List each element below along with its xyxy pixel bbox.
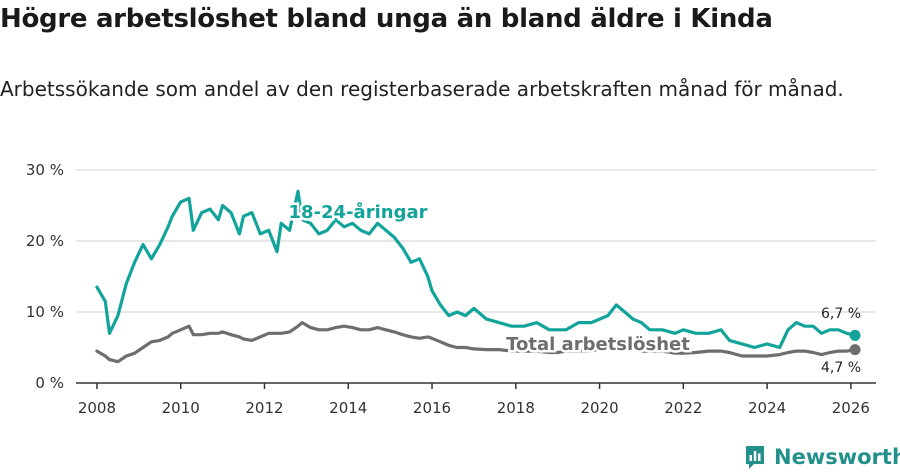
x-tick-label: 2016 [413,399,451,417]
youth-end-label: 6,7 % [821,306,861,322]
y-axis-labels: 0 % 10 % 20 % 30 % [26,161,64,392]
x-tick-label: 2022 [664,399,702,417]
total-end-label: 4,7 % [821,360,861,376]
chart-subtitle: Arbetssökande som andel av den registerb… [0,77,844,101]
brand-logo[interactable]: Newsworthy [744,440,900,474]
chart-title: Högre arbetslöshet bland unga än bland ä… [0,4,773,34]
x-tick-label: 2012 [245,399,283,417]
brand-name: Newsworthy [774,445,900,469]
total-end-point [849,344,861,356]
x-tick-label: 2018 [497,399,535,417]
series-lines [95,189,861,364]
youth-series-line [95,189,857,350]
youth-end-point [849,329,861,341]
y-tick-label: 10 % [26,303,64,321]
x-tick-label: 2024 [748,399,786,417]
newsworthy-logo-icon [746,446,764,469]
y-tick-label: 20 % [26,232,64,250]
y-tick-label: 30 % [26,161,64,179]
gridlines [76,169,876,313]
x-tick-label: 2026 [832,399,870,417]
x-axis: 2008 2010 2012 2014 2016 2018 2020 2022 2024 2026 [76,382,876,417]
youth-series-label: 18-24-åringar [289,201,428,223]
series-labels: 18-24-åringar Total arbetslöshet 6,7 % 4,7 … [286,199,861,377]
total-series-label: Total arbetslöshet [506,334,690,355]
x-tick-label: 2010 [162,399,200,417]
x-tick-label: 2014 [329,399,367,417]
y-tick-label: 0 % [35,374,64,392]
total-series-line [95,321,857,364]
x-tick-label: 2008 [78,399,116,417]
x-tick-label: 2020 [580,399,618,417]
